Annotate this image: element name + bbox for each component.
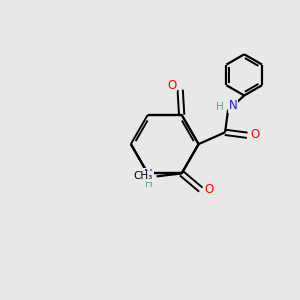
- Text: H: H: [216, 102, 224, 112]
- Text: CH₃: CH₃: [134, 171, 153, 182]
- Text: H: H: [146, 179, 153, 189]
- Text: N: N: [144, 168, 153, 182]
- Text: O: O: [251, 128, 260, 141]
- Text: O: O: [204, 183, 214, 196]
- Text: O: O: [167, 79, 177, 92]
- Text: N: N: [229, 99, 238, 112]
